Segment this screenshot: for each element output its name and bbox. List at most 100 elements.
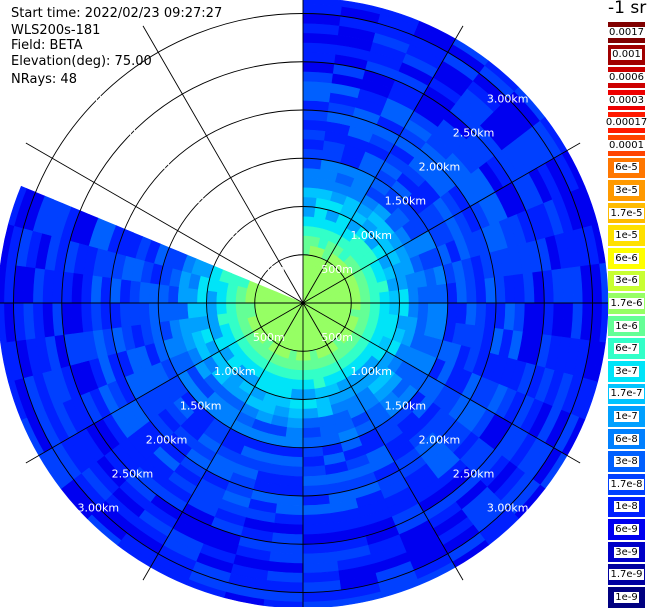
ppi-cell: [290, 388, 304, 400]
ppi-cell: [302, 138, 325, 151]
ppi-cell: [71, 272, 84, 304]
colorbar-label: 0.001: [611, 49, 642, 61]
ppi-cell: [302, 474, 328, 487]
ppi-cell: [167, 285, 179, 304]
ppi-cell: [484, 277, 497, 304]
colorbar-cell: 1.7e-9: [608, 564, 645, 585]
ppi-cell: [157, 302, 170, 323]
ppi-cell: [407, 287, 420, 304]
field-label: Field: BETA: [11, 38, 83, 53]
ppi-cell: [302, 427, 321, 439]
range-ring-label: 2.50km: [112, 126, 154, 139]
colorbar-label: 6e-8: [614, 433, 639, 445]
colorbar-label: 1.7e-6: [609, 297, 644, 309]
colorbar-cell: 1e-9: [608, 587, 645, 608]
ppi-cell: [455, 281, 468, 304]
ppi-cell: [80, 273, 93, 304]
ppi-cell: [274, 503, 304, 516]
ppi-cell: [436, 302, 449, 323]
colorbar-label: 1e-6: [614, 320, 639, 332]
ppi-cell: [206, 302, 218, 316]
colorbar-label: 1.7e-5: [609, 207, 644, 219]
range-ring-label: 1.50km: [385, 399, 427, 412]
range-ring-label: 2.00km: [146, 433, 188, 446]
ppi-cell: [388, 290, 400, 304]
ppi-cell: [196, 302, 208, 318]
colorbar-title: -1 sr: [608, 0, 647, 18]
colorbar-cell: 0.001: [608, 44, 645, 66]
azimuth-line: [25, 302, 304, 464]
range-ring-label: 3.00km: [487, 92, 529, 105]
ppi-cell: [0, 302, 7, 344]
ppi-cell: [177, 302, 189, 320]
ppi-cell: [287, 407, 304, 420]
ppi-cell: [388, 302, 400, 316]
colorbar-cell: 0.0001: [608, 135, 645, 156]
range-ring-label: 500m: [253, 331, 285, 344]
ppi-cell: [215, 302, 227, 315]
ppi-cell: [302, 186, 319, 199]
colorbar-label: 0.00017: [604, 117, 647, 129]
ppi-cell: [285, 427, 304, 439]
ppi-cell: [286, 417, 304, 429]
ppi-cell: [80, 302, 93, 333]
colorbar-cell: 3e-6: [608, 270, 645, 292]
range-ring-label: 500m: [321, 331, 353, 344]
range-ring-label: 500m: [321, 263, 353, 276]
nrays-label: NRays: 48: [11, 72, 77, 87]
ppi-cell: [281, 455, 304, 468]
ppi-cell: [398, 302, 410, 318]
ppi-cell: [196, 288, 208, 304]
range-ring-label: 2.00km: [419, 433, 461, 446]
ppi-cell: [90, 302, 103, 332]
ppi-cell: [427, 302, 439, 321]
colorbar-cell: 3e-9: [608, 541, 645, 563]
ppi-cell: [206, 290, 218, 304]
ppi-cell: [340, 296, 352, 304]
ppi-cell: [503, 302, 516, 332]
colorbar-cell: 1.7e-6: [608, 293, 645, 314]
range-ring-label: 3.00km: [78, 92, 120, 105]
ppi-grid: [0, 0, 623, 607]
ppi-cell: [273, 513, 304, 526]
ppi-cell: [138, 302, 151, 325]
ppi-cell: [109, 277, 122, 304]
ppi-cell: [302, 206, 316, 218]
azimuth-line: [302, 142, 581, 304]
colorbar-label: 6e-5: [614, 162, 639, 174]
ppi-cell: [71, 302, 84, 334]
ppi-cell: [302, 398, 318, 410]
colorbar-label: 3e-6: [614, 275, 639, 287]
colorbar-label: 6e-9: [614, 523, 639, 535]
range-ring-label: 1.50km: [180, 399, 222, 412]
ppi-cell: [522, 302, 535, 334]
ppi-cell: [128, 302, 141, 327]
ppi-cell: [277, 484, 304, 497]
ppi-cell: [379, 291, 391, 304]
colorbar-label: 1.7e-7: [609, 388, 644, 400]
colorbar-label: 3e-8: [614, 456, 639, 468]
colorbar-label: 3e-5: [614, 184, 639, 196]
ppi-cell: [167, 302, 179, 321]
colorbar-label: 1e-8: [614, 501, 639, 513]
ppi-cell: [157, 283, 170, 304]
colorbar-label: 6e-7: [614, 343, 639, 355]
ppi-cell: [283, 436, 304, 449]
ppi-cell: [302, 599, 344, 607]
colorbar-label: 1e-5: [614, 230, 639, 242]
azimuth-line: [25, 142, 304, 304]
ppi-cell: [302, 90, 332, 103]
ppi-cell: [302, 196, 318, 208]
ppi-cell: [465, 279, 478, 304]
ppi-cell: [302, 119, 328, 132]
ppi-cell: [369, 302, 381, 314]
ppi-cell: [302, 369, 314, 381]
colorbar-label: 1.7e-8: [609, 478, 644, 490]
ppi-cell: [474, 302, 487, 328]
ppi-cell: [235, 302, 246, 313]
ppi-cell: [177, 286, 189, 304]
azimuth-line: [302, 25, 464, 304]
range-ring-label: 1.50km: [385, 195, 427, 208]
azimuth-line: [302, 302, 464, 581]
ppi-cell: [302, 417, 320, 429]
